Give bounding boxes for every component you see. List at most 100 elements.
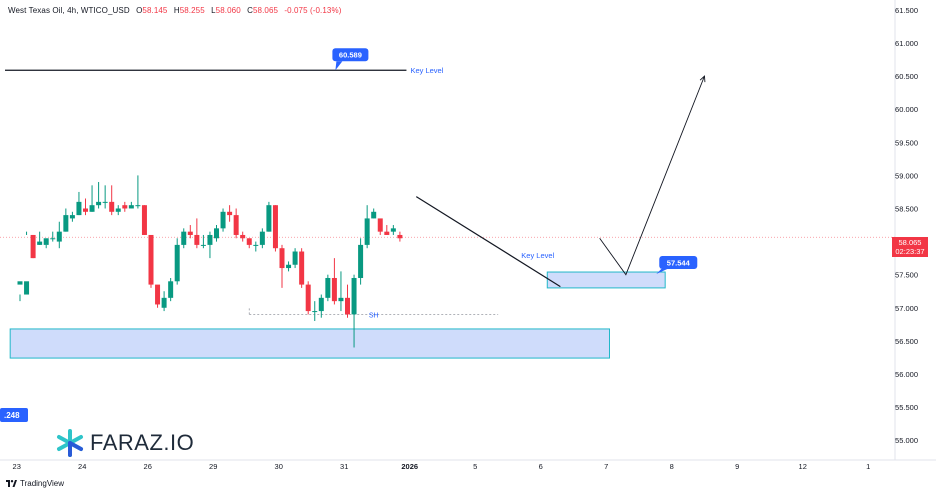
candle-body[interactable] (246, 238, 252, 245)
candle-body[interactable] (384, 231, 390, 235)
y-tick-label: 56.500 (895, 337, 918, 346)
candle-body[interactable] (397, 234, 403, 239)
x-tick-label: 30 (275, 462, 283, 471)
x-tick-label: 31 (340, 462, 348, 471)
candle-body[interactable] (43, 238, 49, 245)
candle-body[interactable] (69, 215, 75, 219)
high-value: 58.255 (179, 6, 205, 15)
bar-countdown: 02:23:37 (895, 247, 925, 256)
zone-callout-value: 57.544 (667, 259, 691, 268)
candle-body[interactable] (56, 231, 62, 242)
candle-body[interactable] (194, 234, 200, 245)
x-tick-label: 9 (735, 462, 739, 471)
x-tick-label: 1 (866, 462, 870, 471)
tradingview-brand[interactable]: TradingView (6, 479, 64, 488)
candle-body[interactable] (102, 201, 108, 203)
x-tick-label: 5 (473, 462, 477, 471)
candle-body[interactable] (200, 244, 206, 246)
candle-body[interactable] (141, 205, 147, 235)
candle-body[interactable] (50, 238, 56, 240)
x-tick-label: 6 (539, 462, 543, 471)
candle-body[interactable] (345, 297, 350, 315)
candle-body[interactable] (89, 205, 95, 212)
key-level-callout-value: 60.589 (339, 51, 362, 60)
left-price-tag-value: .248 (4, 411, 20, 420)
tradingview-label: TradingView (20, 479, 65, 488)
y-tick-label: 55.500 (895, 403, 918, 412)
candle-body[interactable] (168, 281, 174, 298)
zone-callout (659, 256, 698, 270)
faraz-logo-icon (57, 429, 83, 457)
candle-body[interactable] (364, 218, 370, 245)
candle-body[interactable] (390, 228, 396, 232)
y-tick-label: 60.500 (895, 72, 918, 81)
candle-body[interactable] (227, 211, 233, 216)
x-tick-label: 2026 (401, 462, 418, 471)
candle-body[interactable] (272, 205, 278, 249)
candle-body[interactable] (115, 208, 121, 212)
candle-body[interactable] (279, 248, 285, 269)
demand-zone[interactable] (9, 328, 611, 359)
candle-body[interactable] (83, 208, 88, 212)
candle-body[interactable] (325, 277, 331, 298)
candle-body[interactable] (351, 277, 357, 315)
candle-body[interactable] (377, 218, 383, 232)
trendline[interactable] (415, 196, 561, 288)
candle-body[interactable] (30, 234, 36, 259)
y-tick-label: 58.500 (895, 204, 918, 213)
x-tick-label: 24 (78, 462, 86, 471)
candle-body[interactable] (371, 211, 377, 219)
candle-body[interactable] (331, 277, 337, 302)
candle-body[interactable] (358, 244, 364, 278)
y-tick-label: 61.000 (895, 39, 918, 48)
candle-body[interactable] (174, 244, 180, 282)
candle-body[interactable] (181, 231, 187, 245)
y-tick-label: 61.500 (895, 6, 918, 15)
candle-body[interactable] (187, 231, 193, 235)
candle-body[interactable] (259, 231, 265, 245)
candle-body[interactable] (76, 201, 82, 216)
key-level-callout (332, 48, 369, 62)
candle-body[interactable] (214, 228, 219, 239)
candle-body[interactable] (155, 284, 161, 305)
faraz-logo-text: FARAZ.IO (90, 430, 195, 455)
candle-body[interactable] (266, 205, 272, 232)
demand-zone[interactable] (546, 271, 666, 289)
candle-body[interactable] (135, 205, 141, 207)
candle-body[interactable] (318, 297, 324, 312)
y-tick-label: 57.000 (895, 304, 918, 313)
trendline-label: Key Level (521, 251, 554, 260)
candle-body[interactable] (305, 284, 311, 312)
candle-body[interactable] (253, 244, 259, 246)
candle-body[interactable] (17, 281, 23, 285)
candle-body[interactable] (338, 297, 344, 302)
candle-body[interactable] (122, 205, 128, 209)
candle-body[interactable] (24, 281, 30, 295)
close-label: C (247, 6, 253, 15)
symbol-title: West Texas Oil, 4h, WTICO_USD (8, 6, 130, 15)
candle-body[interactable] (292, 251, 298, 265)
y-tick-label: 55.000 (895, 436, 918, 445)
candle-body[interactable] (207, 234, 213, 245)
candle-body[interactable] (109, 201, 115, 212)
change-value: -0.075 (-0.13%) (284, 6, 342, 15)
current-price-tag: 58.065 02:23:37 (892, 237, 928, 257)
candle-body[interactable] (63, 215, 69, 232)
chart-header: West Texas Oil, 4h, WTICO_USD O58.145 H5… (8, 6, 341, 15)
candle-body[interactable] (161, 297, 167, 308)
candle-body[interactable] (299, 251, 305, 285)
zone-callout-pointer (656, 269, 668, 275)
candle-body[interactable] (220, 211, 226, 229)
projection-path[interactable] (599, 75, 705, 276)
candle-body[interactable] (128, 205, 134, 209)
y-tick-label: 59.000 (895, 171, 918, 180)
candle-body[interactable] (96, 201, 102, 206)
candle-body[interactable] (286, 264, 292, 269)
candle-body[interactable] (312, 311, 318, 313)
candle-body[interactable] (148, 234, 154, 285)
candle-body[interactable] (240, 234, 246, 239)
candle-body[interactable] (233, 215, 239, 235)
candle-body[interactable] (37, 241, 43, 245)
x-tick-label: 26 (144, 462, 152, 471)
